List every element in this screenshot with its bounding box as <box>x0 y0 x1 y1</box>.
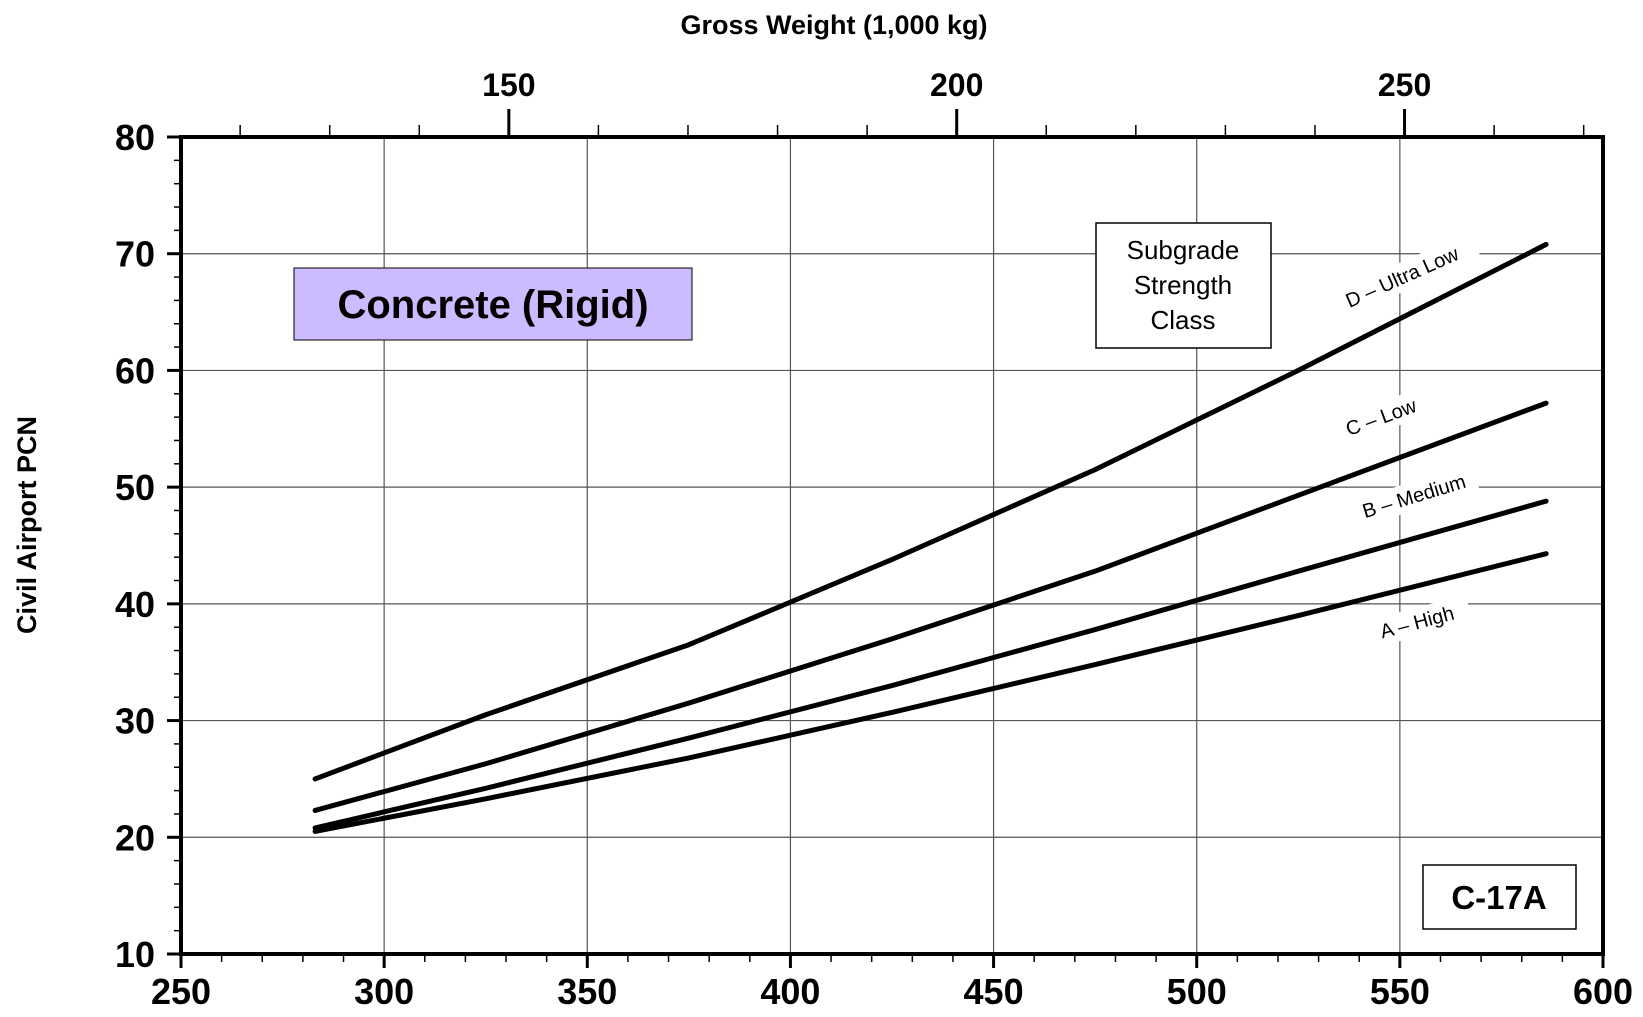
x-tick-label: 400 <box>760 971 820 1012</box>
x-tick-label: 350 <box>557 971 617 1012</box>
curve-label-group: B – Medium <box>1348 463 1480 529</box>
plot-frame <box>179 135 1605 956</box>
x-tick-label: 600 <box>1573 971 1633 1012</box>
series-line <box>312 498 1549 831</box>
subgrade-line-1: Subgrade <box>1127 235 1240 265</box>
top-tick-label: 150 <box>482 67 535 103</box>
top-tick-label: 200 <box>930 67 983 103</box>
aircraft-box: C-17A <box>1422 864 1577 930</box>
series-line <box>312 241 1549 782</box>
subgrade-box: Subgrade Strength Class <box>1095 222 1272 349</box>
curve-labels: D – Ultra Low C – Low B – Medium A – High <box>1322 231 1482 650</box>
series-lines <box>312 241 1549 834</box>
x-tick-label: 550 <box>1370 971 1430 1012</box>
y-tick-label: 10 <box>115 934 155 975</box>
y-tick-label: 20 <box>115 817 155 858</box>
curve-label-group: C – Low <box>1330 387 1432 447</box>
curve-label-backing <box>1330 387 1432 447</box>
curve-label-backing <box>1348 463 1480 529</box>
x-tick-label: 450 <box>964 971 1024 1012</box>
aircraft-box-frame <box>1422 864 1577 930</box>
axis-ticks <box>167 109 1605 968</box>
aircraft-label: C-17A <box>1451 879 1546 916</box>
y-tick-label: 40 <box>115 584 155 625</box>
subgrade-box-frame <box>1095 222 1272 349</box>
x-tick-label: 250 <box>151 971 211 1012</box>
curve-label-backing <box>1322 231 1482 323</box>
curve-label: C – Low <box>1343 395 1420 441</box>
top-tick-label: 250 <box>1378 67 1431 103</box>
surface-badge-label: Concrete (Rigid) <box>337 283 648 327</box>
y-tick-label: 30 <box>115 701 155 742</box>
y-tick-label: 80 <box>115 117 155 158</box>
y-tick-label: 50 <box>115 467 155 508</box>
tick-labels: 250 300 350 400 450 500 550 600 10 20 30 40 50 60 70 80… <box>115 67 1633 1012</box>
curve-label-backing <box>1361 594 1473 650</box>
y-axis-title: Civil Airport PCN <box>12 416 42 634</box>
surface-badge: Concrete (Rigid) <box>293 267 693 341</box>
top-axis-title: Gross Weight (1,000 kg) <box>680 10 987 40</box>
subgrade-line-3: Class <box>1150 305 1215 335</box>
series-line <box>312 551 1549 834</box>
y-tick-label: 60 <box>115 350 155 391</box>
subgrade-line-2: Strength <box>1134 270 1232 300</box>
x-tick-label: 500 <box>1167 971 1227 1012</box>
y-tick-label: 70 <box>115 234 155 275</box>
x-tick-label: 300 <box>354 971 414 1012</box>
curve-label-group: D – Ultra Low <box>1322 231 1482 323</box>
series-line <box>312 400 1549 813</box>
surface-badge-box <box>293 267 693 341</box>
curve-label-group: A – High <box>1361 594 1473 650</box>
